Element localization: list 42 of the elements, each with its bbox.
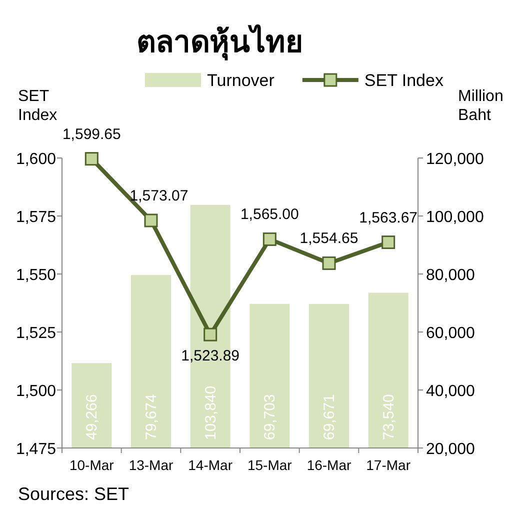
y2-tick-label: 60,000 — [426, 325, 476, 342]
point — [262, 232, 276, 246]
y-tick-label: 1,550 — [16, 267, 56, 284]
data-label: 49,266 — [84, 394, 101, 440]
point — [144, 214, 158, 228]
data-label: 1,599.65 — [62, 126, 121, 143]
y2-tick-label: 80,000 — [426, 267, 476, 284]
point — [204, 328, 218, 342]
x-tick-label: 15-Mar — [247, 457, 292, 473]
point — [322, 256, 336, 270]
data-label: 103,840 — [202, 386, 220, 440]
data-label: 1,565.00 — [240, 206, 299, 224]
y2-tick-label: 20,000 — [426, 441, 476, 458]
point — [84, 152, 98, 166]
y-tick-label: 1,600 — [16, 151, 56, 168]
legend-label: SET Index — [364, 71, 444, 90]
y2-tick-label: 100,000 — [426, 209, 484, 226]
x-tick-label: 10-Mar — [69, 457, 114, 473]
x-tick-label: 14-Mar — [188, 457, 233, 473]
data-label: 1,563.67 — [359, 209, 418, 226]
x-tick-label: 17-Mar — [366, 457, 411, 473]
y2-axis-title: Million Baht — [458, 88, 504, 124]
y-tick-label: 1,575 — [16, 209, 56, 226]
chart-title: ตลาดหุ้นไทย — [136, 24, 304, 61]
legend-label: Turnover — [207, 71, 275, 90]
y-axis-title: SET Index — [18, 88, 58, 124]
data-label: 1,554.65 — [300, 230, 358, 248]
data-label: 69,671 — [321, 394, 338, 440]
data-label: 1,523.89 — [181, 348, 240, 365]
y-tick-label: 1,475 — [16, 441, 56, 458]
y2-tick-label: 120,000 — [426, 151, 484, 168]
y-tick-label: 1,525 — [16, 325, 56, 342]
x-tick-label: 16-Mar — [306, 457, 352, 473]
x-tick-label: 13-Mar — [128, 457, 174, 473]
data-label: 73,540 — [380, 394, 398, 440]
y2-tick-label: 40,000 — [426, 383, 476, 400]
y-tick-label: 1,500 — [16, 383, 56, 400]
point — [382, 236, 396, 250]
data-label: 79,674 — [143, 394, 160, 440]
data-label: 1,573.07 — [130, 187, 188, 204]
source-note: Sources: SET — [18, 484, 130, 504]
data-label: 69,703 — [262, 394, 279, 440]
